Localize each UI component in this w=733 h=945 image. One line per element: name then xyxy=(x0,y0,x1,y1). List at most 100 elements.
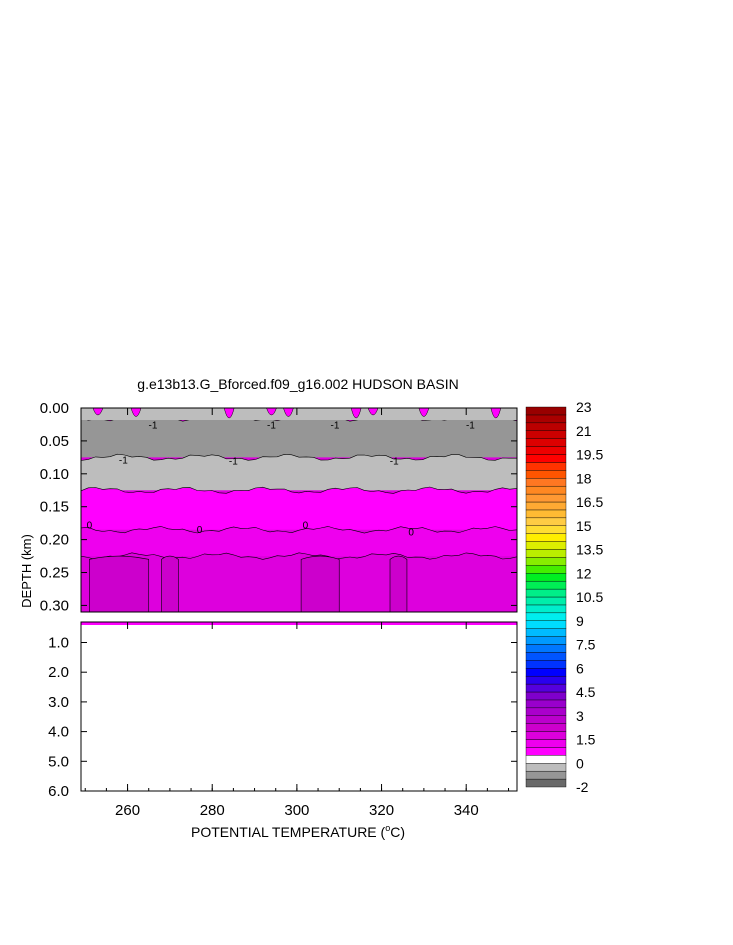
lower-y-axis: 1.0 2.0 3.0 4.0 5.0 6.0 xyxy=(48,634,517,800)
colorbar-label: 23 xyxy=(576,399,592,415)
colorbar-swatch xyxy=(525,675,567,685)
y-axis-label: DEPTH (km) xyxy=(19,534,34,608)
colorbar-swatch xyxy=(525,644,567,653)
x-axis-label-degree: o xyxy=(385,823,390,833)
colorbar-label: 16.5 xyxy=(576,494,603,510)
colorbar-swatch xyxy=(525,691,567,701)
colorbar-swatch xyxy=(525,422,567,431)
x-tick-label: 300 xyxy=(284,802,309,819)
colorbar-swatch xyxy=(525,770,567,780)
chart-title: g.e13b13.G_Bforced.f09_g16.002 HUDSON BA… xyxy=(137,376,458,392)
contour-line xyxy=(81,486,517,494)
colorbar-swatch xyxy=(525,652,567,661)
contour-label: 0 xyxy=(87,520,93,531)
colorbar-label: 3 xyxy=(576,708,584,724)
deep-column xyxy=(89,555,150,612)
colorbar-label: 0 xyxy=(576,755,584,771)
surface-layer xyxy=(81,408,517,420)
colorbar-swatch xyxy=(525,525,567,534)
colorbar-swatch xyxy=(525,755,567,764)
y-tick-label: 0.25 xyxy=(40,565,69,582)
contour-label: -1 xyxy=(267,420,276,431)
y-tick-label: 0.05 xyxy=(40,433,69,450)
colorbar-swatch xyxy=(525,660,567,669)
colorbar-swatch xyxy=(525,557,567,566)
y-tick-label: 6.0 xyxy=(48,783,69,800)
y-tick-label: 3.0 xyxy=(48,694,69,711)
lower-depth-panel xyxy=(81,622,517,625)
upper-depth-panel: -1 -1 -1 -1 -1 -1 -1 0 0 0 0 xyxy=(81,408,517,612)
x-axis-label-unit: C) xyxy=(390,824,405,840)
colorbar-swatch xyxy=(525,470,567,479)
colorbar-label: 7.5 xyxy=(576,637,596,653)
colorbar-label: 12 xyxy=(576,565,592,581)
colorbar-swatch xyxy=(525,715,567,724)
contour-band xyxy=(81,414,517,458)
upper-panel-frame xyxy=(80,407,518,613)
contour-label: -1 xyxy=(149,420,158,431)
x-axis: 260 280 300 320 340 xyxy=(84,408,510,819)
y-tick-label: 5.0 xyxy=(48,753,69,770)
colorbar-swatch xyxy=(525,501,567,511)
deep-column xyxy=(389,555,408,612)
contour-label: -1 xyxy=(119,455,128,466)
colorbar-swatch xyxy=(525,699,567,709)
colorbar-label: 1.5 xyxy=(576,732,596,748)
colorbar-swatch xyxy=(525,565,567,574)
colorbar-label: 15 xyxy=(576,518,592,534)
lower-surface-band xyxy=(81,622,517,625)
contour-band xyxy=(81,526,517,557)
colorbar-label: -2 xyxy=(576,779,589,795)
colorbar-swatch xyxy=(525,588,567,598)
colorbar-swatch xyxy=(525,620,567,629)
y-tick-label: 2.0 xyxy=(48,664,69,681)
colorbar-swatch xyxy=(525,406,567,416)
contour-line xyxy=(81,552,517,560)
colorbar-swatch xyxy=(525,549,567,558)
colorbar-swatch xyxy=(525,462,567,471)
colorbar-swatch xyxy=(525,533,567,542)
contour-label: 0 xyxy=(408,528,414,539)
colorbar-swatch xyxy=(525,636,567,645)
contour-label: -1 xyxy=(390,457,399,468)
contour-label: 0 xyxy=(197,525,203,536)
colorbar-label: 19.5 xyxy=(576,447,603,463)
y-tick-label: 0.30 xyxy=(40,597,69,614)
upper-y-axis: 0.00 0.05 0.10 0.15 0.20 0.25 0.30 xyxy=(40,400,517,614)
colorbar-swatch xyxy=(525,517,567,526)
colorbar-swatch xyxy=(525,739,567,748)
colorbar-swatch xyxy=(525,493,567,503)
colorbar-swatch xyxy=(525,485,567,495)
colorbar-swatch xyxy=(525,478,567,487)
contour-band xyxy=(81,487,517,530)
lower-panel-frame xyxy=(80,621,518,792)
colorbar-swatch xyxy=(525,414,567,424)
colorbar-swatch xyxy=(525,430,567,439)
colorbar xyxy=(525,406,567,788)
colorbar-label: 9 xyxy=(576,613,584,629)
colorbar-swatch xyxy=(525,778,567,788)
x-axis-label-main: POTENTIAL TEMPERATURE ( xyxy=(191,824,386,840)
colorbar-swatch xyxy=(525,446,567,455)
colorbar-label: 10.5 xyxy=(576,589,603,605)
y-tick-label: 0.00 xyxy=(40,400,69,417)
colorbar-swatch xyxy=(525,723,567,732)
colorbar-label: 13.5 xyxy=(576,542,603,558)
colorbar-label: 21 xyxy=(576,423,592,439)
colorbar-swatch xyxy=(525,747,567,756)
colorbar-swatch xyxy=(525,438,567,447)
colorbar-label: 6 xyxy=(576,660,584,676)
x-tick-label: 280 xyxy=(200,802,225,819)
colorbar-swatch xyxy=(525,628,567,637)
colorbar-swatch xyxy=(525,454,567,463)
deep-column xyxy=(300,555,340,612)
colorbar-swatch xyxy=(525,573,567,582)
colorbar-swatch xyxy=(525,509,567,519)
contour-band xyxy=(81,454,517,491)
colorbar-labels: 23 21 19.5 18 16.5 15 13.5 12 10.5 9 7.5 6 4.5 3 1.5 0 -… xyxy=(576,399,603,795)
colorbar-label: 4.5 xyxy=(576,684,596,700)
contour-label: -1 xyxy=(229,457,238,468)
colorbar-swatch xyxy=(525,604,567,614)
x-tick-label: 340 xyxy=(454,802,479,819)
